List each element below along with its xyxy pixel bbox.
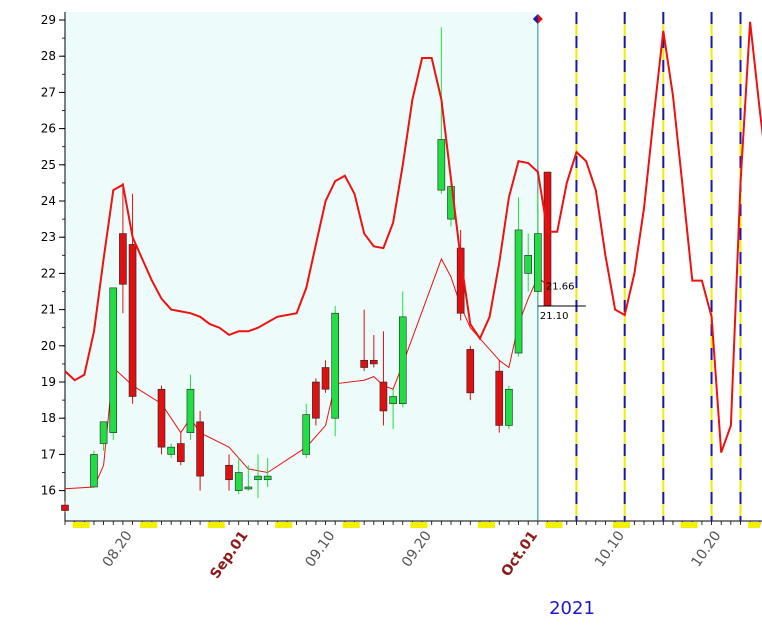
weekend-marker [72,522,90,528]
candle-body [369,359,378,365]
x-tick-label: 09.10 [302,528,338,570]
candle-body [437,139,446,191]
y-tick-label: 24 [41,194,56,208]
x-tick-label: 10.20 [688,528,724,570]
candle-body [379,381,388,412]
weekend-marker [545,522,563,528]
year-label: 2021 [549,598,595,619]
candle-body [225,464,233,481]
candle-body [263,475,272,481]
x-tick-label: 08.20 [100,528,136,570]
weekend-marker [342,522,360,528]
y-tick-label: 29 [41,13,56,27]
candle-body [167,446,175,455]
weekend-marker [275,522,293,528]
y-tick-label: 17 [41,447,56,461]
weekend-marker [477,522,495,528]
candle-body [360,359,368,368]
x-tick-label: Oct.01 [498,528,541,580]
x-tick-label: 09.20 [399,528,435,570]
last-price-label-lower: 21.10 [540,311,569,322]
candle-body [466,349,475,394]
weekend-marker [748,522,760,528]
y-tick-label: 21 [41,303,56,317]
weekend-marker [680,522,698,528]
candle-body [196,421,204,477]
candle-body [524,255,533,274]
y-tick-label: 23 [41,230,56,244]
x-tick-label: Sep.01 [207,528,251,582]
y-tick-label: 27 [41,85,56,99]
candle-body [321,367,330,390]
candle-body [177,443,185,462]
candle-body [234,472,243,491]
candle-body [389,396,397,405]
envelope-line [64,21,762,453]
candle-body [61,504,69,511]
candle-body [157,388,166,448]
candle-body [119,233,127,285]
weekend-marker [207,522,225,528]
y-tick-label: 19 [41,375,56,389]
moving-average-line [64,257,548,490]
candle-body [254,475,262,481]
last-price-label-upper: 21.66 [546,282,575,293]
weekend-marker [140,522,158,528]
candle-body [398,316,407,405]
weekend-marker [613,522,631,528]
candle-body [99,421,108,444]
x-tick-label: 10.10 [592,528,628,570]
y-tick-label: 26 [41,122,56,136]
y-tick-label: 20 [41,339,56,353]
y-tick-label: 28 [41,49,56,63]
y-tick-label: 18 [41,411,56,425]
candle-body [495,370,504,426]
weekend-marker [410,522,428,528]
y-tick-label: 16 [41,484,56,498]
candle-body [312,381,320,419]
y-tick-label: 25 [41,158,56,172]
candle-body [90,454,98,488]
candle-body [514,229,523,354]
candle-body [331,312,340,419]
candle-body [109,287,118,433]
cursor-marker-right [537,14,543,24]
candle-body [534,233,542,292]
candle-body [302,414,311,455]
y-tick-label: 22 [41,266,56,280]
candle-body [186,388,195,433]
cursor-marker-left [532,14,538,24]
candle-body [505,388,513,426]
candle-body [128,244,137,397]
candle-body [244,486,253,490]
